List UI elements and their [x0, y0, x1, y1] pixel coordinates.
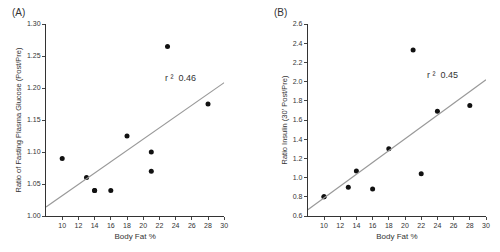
- svg-text:1.20: 1.20: [27, 84, 41, 91]
- svg-text:r ² 0.46: r ² 0.46: [165, 73, 196, 83]
- svg-text:1.8: 1.8: [293, 97, 303, 104]
- svg-text:Ratio of Fasting Plasma Glucos: Ratio of Fasting Plasma Glucose (Post/Pr…: [14, 47, 23, 193]
- svg-text:1.10: 1.10: [27, 148, 41, 155]
- svg-text:1.15: 1.15: [27, 116, 41, 123]
- svg-text:14: 14: [353, 222, 361, 229]
- svg-text:24: 24: [172, 222, 180, 229]
- svg-text:2.0: 2.0: [293, 78, 303, 85]
- svg-text:0.6: 0.6: [293, 212, 303, 219]
- svg-text:18: 18: [385, 222, 393, 229]
- svg-text:1.30: 1.30: [27, 20, 41, 27]
- svg-text:20: 20: [401, 222, 409, 229]
- svg-text:(B): (B): [274, 7, 287, 18]
- svg-text:Body Fat %: Body Fat %: [114, 232, 155, 241]
- svg-text:1.05: 1.05: [27, 180, 41, 187]
- svg-text:30: 30: [220, 222, 228, 229]
- svg-text:26: 26: [450, 222, 458, 229]
- svg-text:22: 22: [156, 222, 164, 229]
- svg-text:22: 22: [417, 222, 425, 229]
- svg-text:20: 20: [139, 222, 147, 229]
- svg-text:2.4: 2.4: [293, 40, 303, 47]
- svg-text:16: 16: [107, 222, 115, 229]
- svg-text:16: 16: [369, 222, 377, 229]
- svg-text:18: 18: [123, 222, 131, 229]
- svg-text:0.8: 0.8: [293, 193, 303, 200]
- svg-text:10: 10: [58, 222, 66, 229]
- svg-text:Ratio Insulin (30' Post/Pre): Ratio Insulin (30' Post/Pre): [280, 75, 289, 164]
- svg-text:Body Fat %: Body Fat %: [376, 232, 417, 241]
- svg-text:1.6: 1.6: [293, 116, 303, 123]
- svg-text:2.6: 2.6: [293, 20, 303, 27]
- svg-text:24: 24: [434, 222, 442, 229]
- svg-text:26: 26: [188, 222, 196, 229]
- svg-text:r ² 0.45: r ² 0.45: [427, 70, 458, 80]
- svg-text:1.4: 1.4: [293, 136, 303, 143]
- svg-text:28: 28: [466, 222, 474, 229]
- svg-text:28: 28: [204, 222, 212, 229]
- svg-text:10: 10: [320, 222, 328, 229]
- svg-text:14: 14: [91, 222, 99, 229]
- svg-text:(A): (A): [12, 7, 25, 18]
- svg-text:1.2: 1.2: [293, 155, 303, 162]
- svg-text:2.2: 2.2: [293, 59, 303, 66]
- svg-text:30: 30: [482, 222, 490, 229]
- svg-text:12: 12: [336, 222, 344, 229]
- svg-text:12: 12: [75, 222, 83, 229]
- svg-text:1.25: 1.25: [27, 52, 41, 59]
- svg-text:1.00: 1.00: [27, 212, 41, 219]
- svg-text:1.0: 1.0: [293, 174, 303, 181]
